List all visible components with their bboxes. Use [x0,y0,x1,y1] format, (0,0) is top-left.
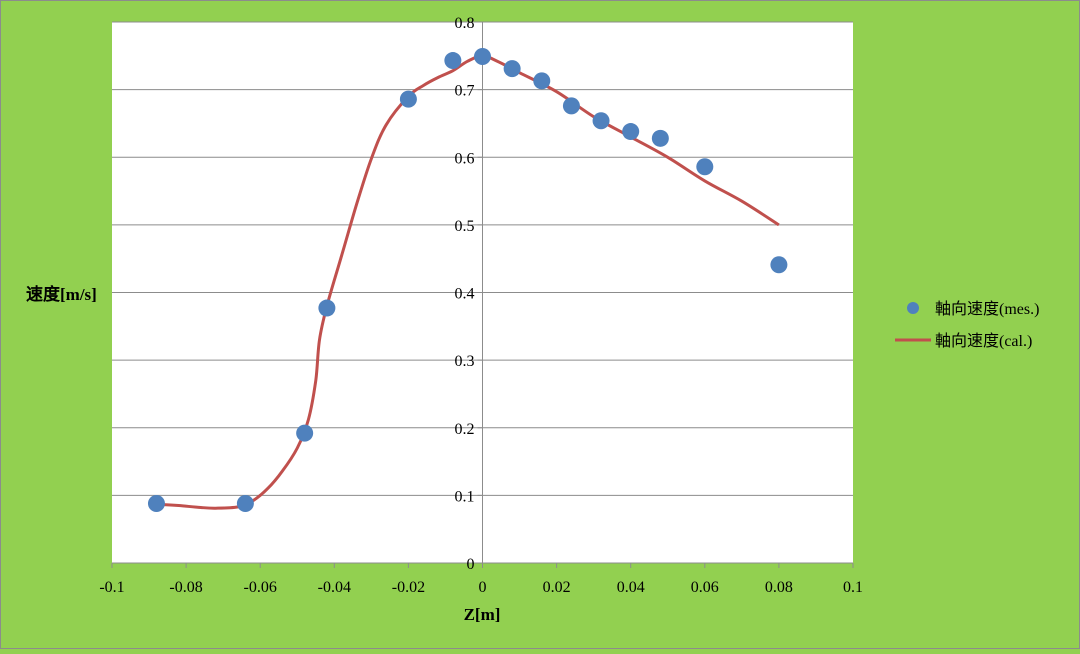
x-axis-label: Z[m] [464,605,501,624]
x-tick-label: 0 [479,579,487,596]
y-tick-label: 0 [467,556,475,573]
axes [111,21,854,568]
x-tick-label: -0.08 [169,579,202,596]
data-point-mes [236,494,254,512]
y-tick-label: 0.2 [455,421,475,438]
legend: 軸向速度(mes.) 軸向速度(cal.) [895,300,1039,350]
data-point-mes [474,47,491,65]
data-point-mes [533,72,551,90]
y-tick-label: 0.3 [455,353,475,370]
data-point-mes [696,158,714,176]
data-point-mes [503,60,521,78]
data-point-mes [399,90,417,108]
x-tick-label: 0.04 [617,579,645,596]
y-tick-label: 0.6 [455,150,475,167]
data-point-mes [651,129,669,147]
x-tick-label: 0.06 [691,579,719,596]
x-tick-label: 0.02 [543,579,571,596]
y-tick-label: 0.5 [455,218,475,235]
x-tick-label: -0.1 [99,579,124,596]
data-point-mes [147,494,165,512]
data-point-mes [318,299,336,317]
x-tick-label: -0.06 [244,579,277,596]
y-tick-label: 0.7 [455,83,475,100]
legend-marker-mes [907,302,919,314]
data-point-mes [444,52,462,70]
series-line-cal [156,54,780,510]
data-point-mes [622,123,640,141]
y-tick-label: 0.4 [455,286,475,303]
data-point-mes [770,256,788,274]
x-tick-label: 0.1 [843,579,863,596]
tick-labels: 0 0.1 0.2 0.3 0.4 0.5 0.6 0.7 0.8 -0.1 -0.08 -0.06 -… [99,15,863,596]
x-tick-label: -0.02 [392,579,425,596]
x-tick-label: 0.08 [765,579,793,596]
legend-label-cal: 軸向速度(cal.) [935,332,1032,350]
legend-label-mes: 軸向速度(mes.) [935,300,1039,318]
y-axis-label: 速度[m/s] [26,284,97,304]
y-tick-label: 0.1 [455,488,475,505]
y-tick-label: 0.8 [455,15,475,32]
data-point-mes [562,97,580,115]
data-point-mes [592,112,610,130]
x-tick-label: -0.04 [318,579,351,596]
data-point-mes [296,424,314,442]
series-layer [147,47,788,512]
